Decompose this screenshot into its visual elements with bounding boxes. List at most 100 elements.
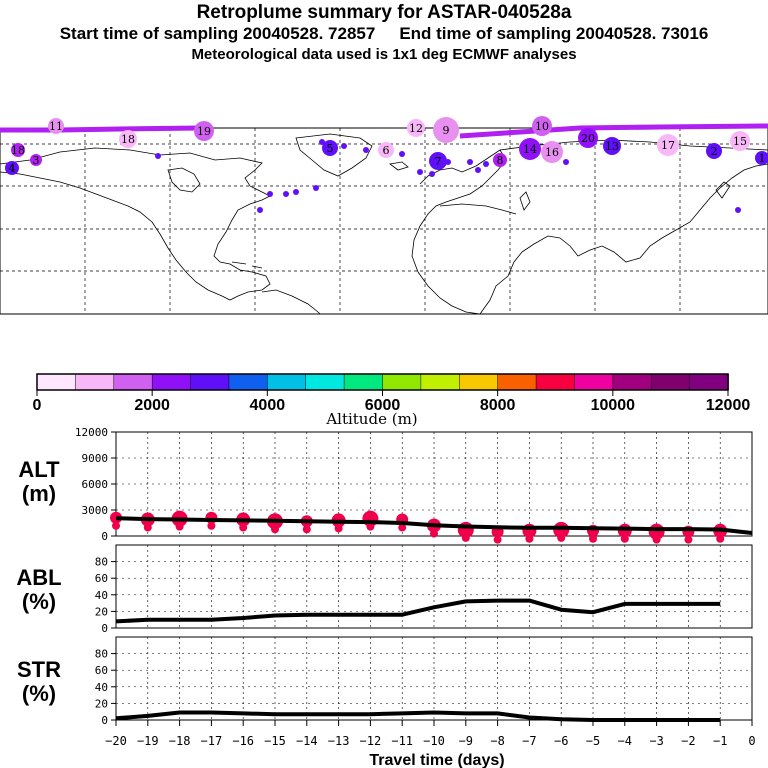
colorbar-tick-label: 4000: [250, 397, 286, 414]
plume-point-label: 18: [11, 144, 25, 157]
map-frame: [0, 127, 768, 315]
colorbar-cell: [535, 373, 576, 391]
plume-point-label: 3: [33, 154, 40, 167]
greenland-coast: [295, 133, 373, 177]
x-tick-label: −11: [391, 734, 413, 748]
x-tick-label: −8: [490, 734, 504, 748]
colorbar-label: Altitude (m): [325, 410, 417, 428]
altitude-point: [398, 523, 407, 532]
altitude-point: [493, 535, 502, 544]
colorbar-cell: [267, 373, 307, 391]
plume-point-small: [283, 191, 289, 197]
colorbar-cells: [36, 373, 729, 391]
time-series-panels: 120009000600030000ALT(m)806040200ABL(%)8…: [16, 426, 753, 727]
altitude-point: [620, 534, 629, 543]
y-tick-label: 9000: [82, 452, 109, 465]
altitude-point: [652, 535, 661, 544]
retroplume-map: 11 18 19 18 12 9 10 20 16 17 15 13 14 8 7 6 5 4 3 2 1: [0, 116, 768, 315]
plume-point: [706, 143, 722, 159]
colorbar-tick-label: 2000: [134, 397, 170, 414]
plume-point: [407, 119, 425, 137]
y-tick-label: 12000: [75, 426, 108, 439]
y-tick-label: 6000: [82, 478, 109, 491]
plume-point-small: [155, 153, 161, 159]
start-time-label: Start time of sampling 20040528. 72857: [59, 24, 376, 43]
plume-point-small: [257, 207, 263, 213]
y-tick-label: 40: [95, 589, 108, 602]
caspian-sea: [519, 191, 531, 211]
plume-point-label: 4: [9, 162, 16, 175]
travel-time-axis: Travel time (days) −20 −19 −18 −17 −16 −15 −14…: [105, 720, 756, 768]
hudson-bay: [167, 167, 201, 193]
plume-point: [429, 152, 447, 170]
x-tick-label: −12: [360, 734, 382, 748]
x-tick-label: −2: [681, 734, 695, 748]
plume-point-small: [735, 207, 741, 213]
europe-africa-coast: [411, 149, 507, 315]
end-time-label: End time of sampling 20040528. 73016: [399, 24, 709, 43]
altitude-point: [112, 521, 120, 530]
plume-point-small: [475, 167, 481, 173]
panel-unit: (m): [22, 481, 56, 506]
panel-str: 80 60 40 20 0 STR(%): [17, 636, 753, 727]
plume-point: [603, 137, 621, 155]
y-tick-label: 0: [101, 714, 108, 727]
y-tick-label: 3000: [82, 504, 109, 517]
plume-point: [119, 130, 137, 148]
y-tick-label: 80: [95, 648, 108, 661]
colorbar-cell: [382, 373, 422, 391]
x-tick-label: −18: [169, 734, 191, 748]
plume-point-label: 12: [409, 122, 423, 135]
plume-point-small: [429, 171, 435, 177]
plume-point-small: [293, 189, 299, 195]
plume-point-small: [445, 159, 451, 165]
plume-point-label: 10: [535, 120, 549, 133]
trajectory-band-east: [459, 123, 768, 139]
plume-point-small: [563, 159, 569, 165]
coastlines: [0, 133, 768, 315]
plume-point: [519, 138, 541, 160]
colorbar-cell: [689, 373, 729, 391]
plume-point-label: 14: [523, 143, 537, 156]
colorbar-tick-label: 12000: [706, 397, 751, 414]
y-tick-label: 0: [101, 622, 108, 635]
plume-point-small: [313, 185, 319, 191]
altitude-point: [302, 525, 311, 534]
colorbar-cell: [305, 373, 345, 391]
altitude-point: [207, 521, 216, 530]
colorbar-cell: [497, 373, 537, 391]
colorbar-cell: [113, 373, 153, 391]
plume-point: [541, 141, 563, 163]
plume-point-label: 13: [605, 140, 619, 153]
plume-point: [194, 121, 214, 141]
y-tick-label: 60: [95, 664, 108, 677]
colorbar-ticks: 0 2000 4000 6000 8000 10000 12000: [33, 390, 751, 414]
x-tick-label: −16: [232, 734, 254, 748]
colorbar-cell: [650, 373, 691, 391]
x-tick-label: −4: [618, 734, 632, 748]
plume-point-label: 9: [443, 124, 450, 137]
plume-point: [657, 134, 679, 156]
plume-point-small: [267, 191, 273, 197]
altitude-point: [366, 522, 375, 531]
y-tick-label: 20: [95, 697, 108, 710]
colorbar-cell: [228, 373, 269, 391]
plume-point-label: 11: [49, 120, 63, 133]
plume-points: 11 18 19 18 12 9 10 20 16 17 15 13 14 8 7 6 5 4 3 2 1: [5, 116, 768, 213]
plume-point: [493, 153, 507, 167]
altitude-point: [110, 511, 122, 524]
plume-point: [578, 128, 598, 148]
x-tick-label: −5: [586, 734, 600, 748]
colorbar-cell: [343, 373, 384, 391]
japan-coast: [715, 181, 731, 199]
plot-title: Retroplume summary for ASTAR-040528a: [196, 2, 572, 23]
colorbar-cell: [75, 373, 115, 391]
colorbar-cell: [574, 373, 614, 391]
x-tick-label: −1: [713, 734, 727, 748]
plume-point-small: [399, 151, 405, 157]
colorbar-cell: [420, 373, 461, 391]
mediterranean: [439, 203, 517, 215]
series-line-alt: [115, 516, 753, 535]
plume-point-label: 5: [327, 142, 334, 155]
